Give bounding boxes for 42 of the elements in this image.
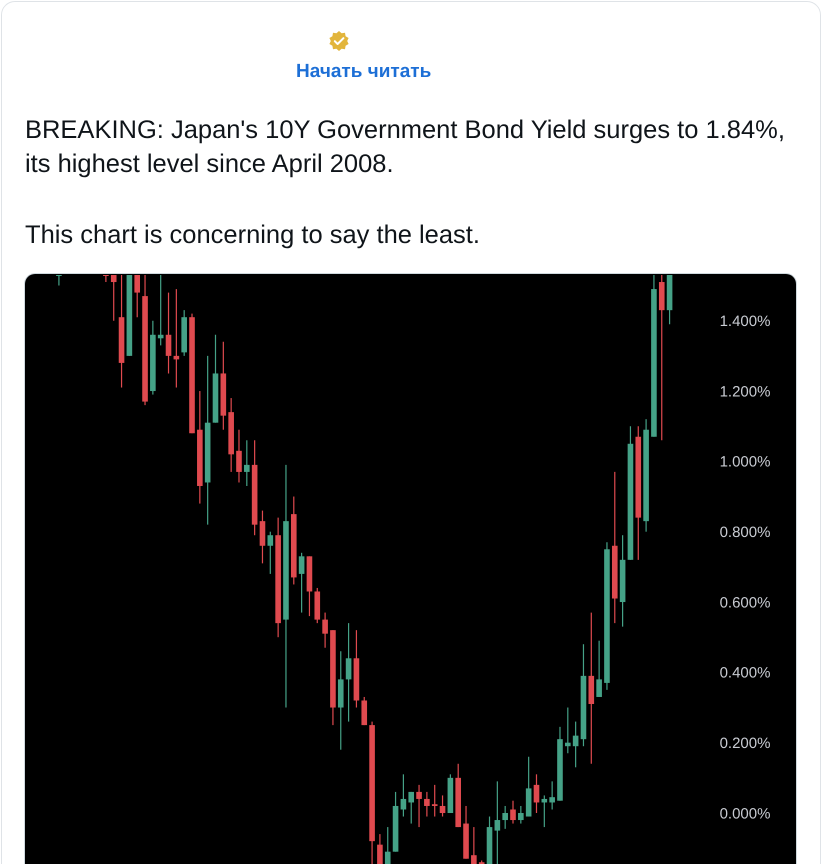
y-tick-label: 0.800% [720,524,770,541]
y-tick-label: 1.000% [720,454,770,471]
y-tick-label: 0.400% [720,664,770,682]
y-tick-label: 0.000% [720,805,770,822]
y-tick-label: 1.200% [720,383,770,400]
candlestick [542,794,548,828]
candlestick [518,805,524,824]
chart-title: BREAKING: Japan's 10Y Government Bond Yield surges to 1.84%, its highest level since April 2008. [25,115,786,180]
y-tick-label: 0.200% [720,734,770,752]
candlestick [56,274,62,286]
candlestick [322,612,328,648]
candlestick [346,622,352,722]
y-tick-label: 1.400% [720,312,770,330]
candlestick [384,826,391,864]
candlestick [134,274,140,318]
candlestick [244,440,250,487]
candlestick [502,805,508,830]
candlestick [377,834,383,864]
candlestick [596,640,602,698]
candlestick [534,774,540,814]
candlestick [166,292,172,374]
candlestick [549,780,555,810]
candlestick [494,780,500,864]
candlestick [110,274,117,322]
candlestick [236,429,242,484]
candlestick [565,706,571,754]
candlestick [510,800,516,824]
candlestick [416,784,422,828]
candlestick [298,552,304,614]
candlestick [471,826,477,864]
candlestick [174,288,180,388]
candlestick [158,274,164,346]
y-tick-label: 0.600% [720,594,770,612]
candlestick [408,791,414,824]
candlestick [432,784,438,818]
chart-subtitle: This chart is concerning to say the least. [25,220,481,251]
text: Начать читать [296,61,432,83]
candlestick [440,794,446,818]
candlestick [572,720,578,768]
candlestick [400,774,406,818]
candlestick [268,531,274,574]
candlestick [424,791,430,818]
